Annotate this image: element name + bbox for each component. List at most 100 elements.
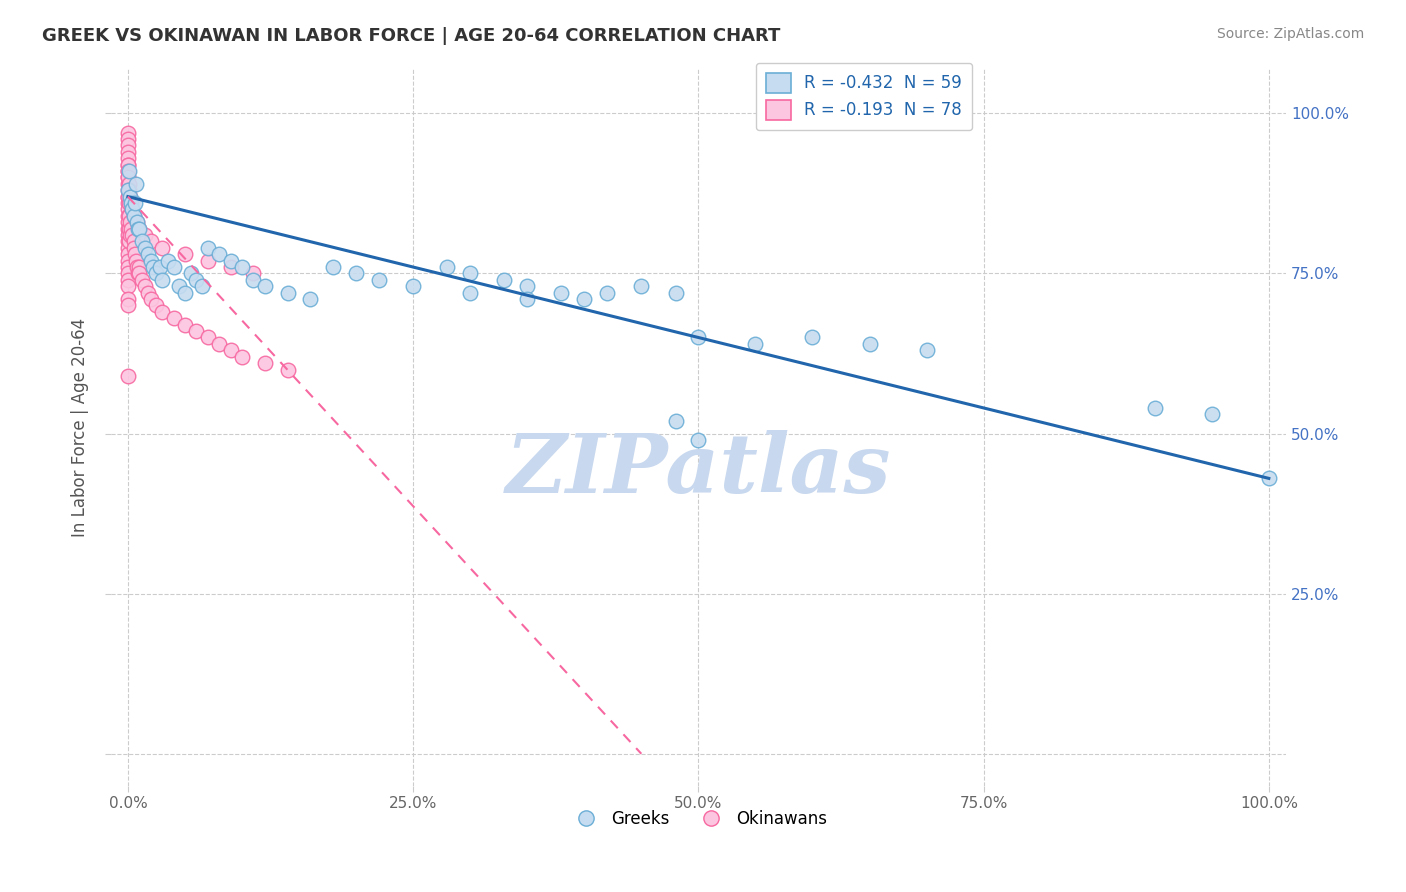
Point xyxy=(186,273,208,287)
Point xyxy=(664,285,686,300)
Point xyxy=(138,247,160,261)
Point xyxy=(156,253,179,268)
Point xyxy=(117,298,139,312)
Point xyxy=(574,292,596,306)
Point xyxy=(516,279,538,293)
Point xyxy=(120,189,142,203)
Point xyxy=(128,221,150,235)
Point xyxy=(117,189,139,203)
Point xyxy=(134,241,156,255)
Point xyxy=(162,311,184,326)
Point xyxy=(122,209,145,223)
Legend: Greeks, Okinawans: Greeks, Okinawans xyxy=(562,804,834,835)
Point xyxy=(344,267,367,281)
Point xyxy=(242,273,264,287)
Point xyxy=(231,260,253,274)
Point xyxy=(219,343,242,358)
Point xyxy=(299,292,322,306)
Point xyxy=(117,196,139,211)
Point xyxy=(801,330,824,344)
Point xyxy=(125,253,148,268)
Point xyxy=(139,292,162,306)
Point xyxy=(117,189,139,203)
Point xyxy=(134,227,156,242)
Point xyxy=(516,292,538,306)
Point xyxy=(117,183,139,197)
Point xyxy=(162,260,184,274)
Point xyxy=(322,260,344,274)
Point xyxy=(117,253,139,268)
Point xyxy=(458,285,481,300)
Point xyxy=(120,227,142,242)
Point xyxy=(191,279,214,293)
Point xyxy=(122,241,145,255)
Point xyxy=(367,273,389,287)
Point xyxy=(117,164,139,178)
Point xyxy=(117,279,139,293)
Point xyxy=(150,241,173,255)
Point xyxy=(180,267,202,281)
Point xyxy=(142,260,165,274)
Point xyxy=(688,433,710,447)
Point xyxy=(117,227,139,242)
Point xyxy=(118,196,141,211)
Point xyxy=(118,209,141,223)
Point xyxy=(117,138,139,153)
Point xyxy=(122,235,145,249)
Point xyxy=(253,356,276,370)
Point xyxy=(858,337,880,351)
Point xyxy=(117,215,139,229)
Text: ZIPatlas: ZIPatlas xyxy=(506,430,891,510)
Point xyxy=(150,305,173,319)
Point xyxy=(122,209,145,223)
Point xyxy=(118,235,141,249)
Point xyxy=(149,260,172,274)
Point xyxy=(688,330,710,344)
Point xyxy=(121,202,143,217)
Point xyxy=(1143,401,1166,415)
Point xyxy=(150,273,173,287)
Point xyxy=(125,215,148,229)
Text: Source: ZipAtlas.com: Source: ZipAtlas.com xyxy=(1216,27,1364,41)
Point xyxy=(120,215,142,229)
Point xyxy=(197,241,219,255)
Point xyxy=(131,235,153,249)
Point xyxy=(915,343,938,358)
Point xyxy=(550,285,572,300)
Point xyxy=(117,170,139,185)
Point xyxy=(1257,471,1279,485)
Point xyxy=(120,189,142,203)
Point xyxy=(125,260,148,274)
Point xyxy=(277,285,299,300)
Point xyxy=(167,279,190,293)
Point xyxy=(219,260,242,274)
Point xyxy=(120,196,142,211)
Point xyxy=(117,132,139,146)
Point xyxy=(630,279,652,293)
Point xyxy=(117,292,139,306)
Point xyxy=(128,260,150,274)
Point xyxy=(139,235,162,249)
Point xyxy=(436,260,458,274)
Point xyxy=(139,253,162,268)
Point xyxy=(124,247,146,261)
Point xyxy=(117,126,139,140)
Point xyxy=(197,253,219,268)
Point xyxy=(596,285,619,300)
Point xyxy=(128,267,150,281)
Point xyxy=(117,267,139,281)
Point xyxy=(402,279,425,293)
Point xyxy=(117,170,139,185)
Point xyxy=(131,273,153,287)
Point xyxy=(174,247,197,261)
Point xyxy=(242,267,264,281)
Point xyxy=(117,158,139,172)
Point xyxy=(118,221,141,235)
Point xyxy=(121,202,143,217)
Point xyxy=(277,362,299,376)
Point xyxy=(120,196,142,211)
Point xyxy=(117,368,139,383)
Point xyxy=(219,253,242,268)
Point xyxy=(117,241,139,255)
Point xyxy=(127,267,149,281)
